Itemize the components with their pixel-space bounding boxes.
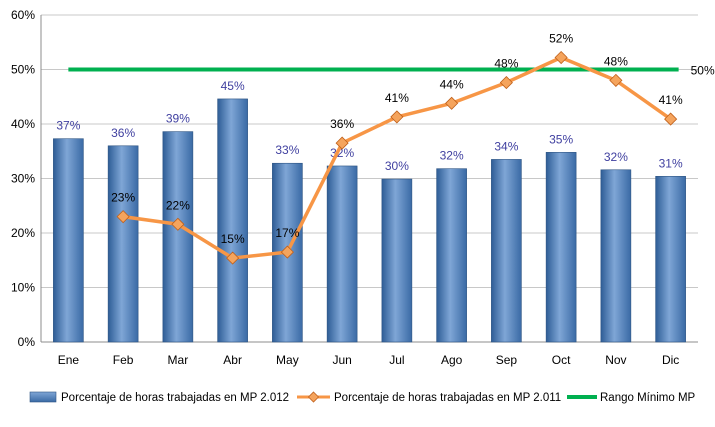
line-point-marker [445,96,459,110]
line-point-marker [280,245,294,259]
line-point-marker [499,76,513,90]
y-axis-tick-labels: 0% 10% 20% 30% 40% 50% 60% [11,8,35,349]
line-data-label: 48% [604,54,628,68]
line-data-label: 15% [221,232,245,246]
line-data-label: 41% [659,93,683,107]
bar-data-label: 32% [440,149,464,163]
legend-label: Porcentaje de horas trabajadas en MP 2.0… [334,392,561,404]
x-tick-label: Oct [552,353,571,367]
y-tick-label: 20% [11,226,35,240]
bar [217,98,248,343]
line-point-marker [116,210,130,224]
legend-line-marker [307,391,320,403]
x-tick-label: Ene [58,353,80,367]
bar-series [53,98,686,343]
axes [40,15,698,343]
bar [162,131,194,343]
line-series: 23% 22% 15% 17% 36% 41% 44% 48% 52% 48% 41% [111,32,683,265]
bar-data-label: 36% [111,126,135,140]
x-axis-tick-labels: Ene Feb Mar Abr May Jun Jul Ago Sep Oct Nov Dic [58,353,680,367]
bar [545,152,577,343]
bar-data-label: 45% [221,79,245,93]
line-data-label: 41% [385,91,409,105]
legend-bar-swatch [29,391,57,403]
bar-data-label: 34% [494,139,518,153]
bar-data-label: 37% [56,119,80,133]
x-tick-label: May [276,353,299,367]
legend: Porcentaje de horas trabajadas en MP 2.0… [29,391,696,404]
x-tick-label: Jul [389,353,404,367]
x-tick-label: Jun [332,353,351,367]
minimum-range-line: 50% [68,64,715,78]
line-point-marker [609,73,623,87]
x-tick-label: Sep [496,353,518,367]
x-tick-label: Nov [605,353,626,367]
y-tick-label: 0% [18,335,36,349]
line-data-label: 44% [440,77,464,91]
x-tick-label: Dic [662,353,679,367]
bar-data-label: 31% [659,156,683,170]
y-tick-label: 30% [11,172,35,186]
line-point-marker [664,112,678,126]
y-tick-label: 60% [11,8,35,22]
bar-data-label: 33% [275,143,299,157]
bar [381,178,413,343]
bar-data-labels: 37%36%39%45%33% 32%30%32%34%35%32% 31% [56,79,683,173]
line-point-marker [390,110,404,124]
bar [491,159,522,343]
line-data-label: 17% [275,226,299,240]
bar [655,176,686,343]
x-tick-label: Ago [441,353,463,367]
bar-data-label: 30% [385,159,409,173]
line-point-marker [554,50,568,65]
x-tick-label: Mar [168,353,189,367]
line-point-marker [226,251,240,265]
minimum-range-end-label: 50% [691,64,715,78]
line-data-label: 52% [549,32,573,46]
bar-data-label: 35% [549,132,573,146]
y-tick-label: 10% [11,281,35,295]
y-tick-label: 50% [11,63,35,77]
legend-label: Porcentaje de horas trabajadas en MP 2.0… [61,392,289,404]
legend-label: Rango Mínimo MP [600,392,696,404]
bar-data-label: 39% [166,112,190,126]
line-data-label: 48% [494,57,518,71]
bar-data-label: 32% [604,150,628,164]
x-tick-label: Feb [113,353,134,367]
bar [326,165,358,343]
bar [436,168,467,343]
bar [53,138,84,343]
line-data-label: 23% [111,191,135,205]
line-point-marker [335,136,349,150]
line-data-label: 22% [166,198,190,212]
bar [107,145,139,343]
line-point-marker [171,217,185,231]
grid-lines [41,14,698,288]
bar [600,169,632,343]
x-tick-label: Abr [223,353,242,367]
line-data-label: 36% [330,117,354,131]
y-tick-label: 40% [11,117,35,131]
